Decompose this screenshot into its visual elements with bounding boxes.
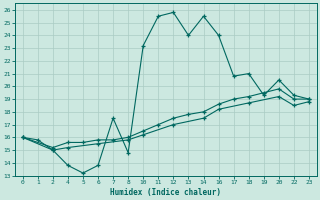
- X-axis label: Humidex (Indice chaleur): Humidex (Indice chaleur): [110, 188, 221, 197]
